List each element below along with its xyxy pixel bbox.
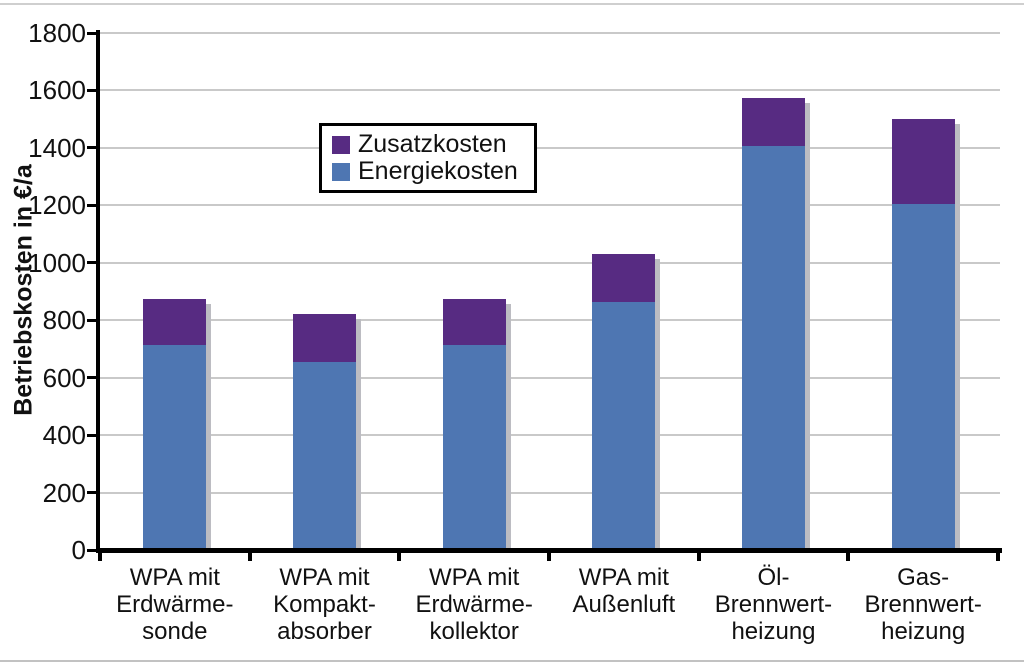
- bar-shadow-2: [505, 303, 511, 550]
- bar-segment-energiekosten-4: [742, 146, 805, 550]
- x-tick-4: [696, 548, 701, 561]
- x-tick-3: [547, 548, 551, 561]
- gridline-800: [100, 319, 1000, 322]
- plot-area: Zusatzkosten Energiekosten: [87, 30, 1002, 561]
- x-category-label-4: Öl- Brennwert- heizung: [714, 564, 833, 645]
- legend-swatch-energiekosten-icon: [332, 162, 350, 181]
- x-tick-5: [846, 548, 851, 561]
- x-tick-6: [996, 548, 1000, 561]
- gridline-1200: [100, 204, 1000, 207]
- x-category-label-2: WPA mit Erdwärme- kollektor: [415, 564, 533, 645]
- y-tick-1400: [87, 146, 96, 150]
- x-category-label-3: WPA mit Außenluft: [572, 564, 676, 618]
- y-tick-label-600: 600: [42, 362, 86, 393]
- x-category-labels: WPA mit Erdwärme- sonde WPA mit Kompakt- …: [100, 564, 998, 654]
- y-tick-1600: [87, 88, 96, 92]
- y-tick-label-1400: 1400: [28, 132, 86, 163]
- y-tick-label-0: 0: [71, 535, 86, 565]
- bar-segment-energiekosten-1: [293, 361, 356, 550]
- bar-shadow-1: [356, 319, 361, 550]
- bar-segment-zusatzkosten-3: [592, 254, 656, 302]
- gridline-600: [100, 376, 1000, 379]
- y-tick-1200: [87, 203, 96, 207]
- gridline-200: [100, 491, 1000, 494]
- bar-segment-zusatzkosten-0: [143, 298, 207, 345]
- bar-segment-zusatzkosten-1: [293, 314, 356, 362]
- y-tick-200: [87, 491, 96, 495]
- y-tick-label-800: 800: [42, 305, 86, 336]
- bar-shadow-5: [954, 124, 960, 550]
- y-tick-label-400: 400: [42, 420, 86, 451]
- x-tick-2: [397, 548, 402, 561]
- page-bottom-border: [0, 660, 1024, 662]
- x-category-label-0: WPA mit Erdwärme- sonde: [116, 564, 234, 645]
- y-tick-1000: [87, 261, 96, 265]
- legend-swatch-zusatzkosten-icon: [332, 135, 350, 154]
- x-category-label-1: WPA mit Kompakt- absorber: [273, 564, 376, 645]
- bar-shadow-3: [655, 259, 661, 550]
- gridline-400: [100, 434, 1000, 437]
- y-tick-800: [87, 318, 96, 322]
- x-tick-1: [247, 548, 252, 561]
- y-tick-label-1600: 1600: [28, 75, 86, 106]
- y-tick-1800: [87, 31, 96, 35]
- bar-segment-energiekosten-5: [891, 203, 955, 550]
- y-tick-label-1800: 1800: [28, 18, 86, 48]
- legend-item-zusatzkosten: Zusatzkosten: [332, 131, 518, 158]
- y-tick-label-200: 200: [42, 477, 86, 508]
- bar-segment-zusatzkosten-2: [442, 298, 506, 345]
- y-tick-0: [87, 548, 96, 552]
- legend-label-zusatzkosten: Zusatzkosten: [358, 130, 507, 158]
- bar-shadow-0: [206, 303, 212, 550]
- bar-segment-zusatzkosten-5: [891, 119, 955, 204]
- bar-segment-zusatzkosten-4: [742, 97, 805, 147]
- gridline-1000: [100, 261, 1000, 264]
- bar-segment-energiekosten-2: [442, 344, 506, 550]
- y-tick-600: [87, 376, 96, 380]
- x-category-label-5: Gas- Brennwert- heizung: [864, 564, 982, 645]
- legend-label-energiekosten: Energiekosten: [358, 157, 518, 185]
- y-axis-line: [96, 30, 100, 553]
- page-top-border: [0, 3, 1024, 5]
- gridline-1400: [100, 146, 1000, 149]
- legend-item-energiekosten: Energiekosten: [332, 158, 518, 185]
- bar-shadow-4: [805, 102, 810, 550]
- gridline-1600: [100, 89, 1000, 92]
- y-tick-label-1000: 1000: [28, 247, 86, 278]
- y-tick-400: [87, 433, 96, 437]
- x-tick-0: [98, 548, 102, 561]
- gridline-1800: [100, 32, 1000, 34]
- bar-segment-energiekosten-3: [592, 301, 656, 550]
- y-tick-label-1200: 1200: [28, 190, 86, 221]
- legend: Zusatzkosten Energiekosten: [319, 123, 537, 193]
- bar-segment-energiekosten-0: [143, 344, 207, 550]
